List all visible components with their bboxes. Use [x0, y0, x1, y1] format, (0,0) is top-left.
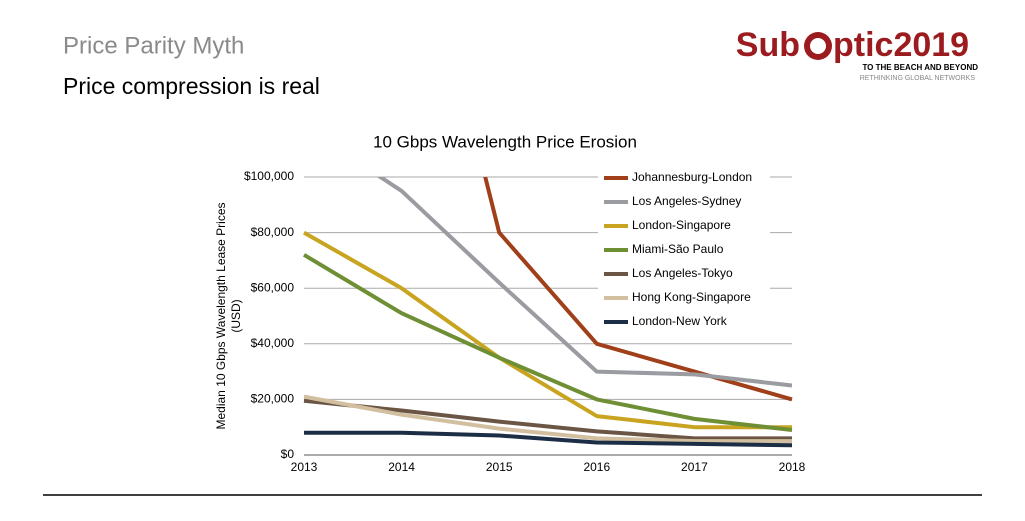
series-line [303, 230, 792, 430]
logo-left: Sub [736, 26, 800, 64]
y-axis-label: (USD) [229, 299, 243, 332]
chart-title: 10 Gbps Wavelength Price Erosion [373, 132, 637, 151]
series-line [303, 398, 792, 441]
x-tick-label: 2013 [291, 460, 318, 474]
series-line [304, 430, 793, 448]
x-tick-label: 2014 [388, 460, 415, 474]
y-axis-label: Median 10 Gbps Wavelength Lease Prices [214, 202, 228, 429]
series-line [302, 253, 793, 432]
logo-subtagline: RETHINKING GLOBAL NETWORKS [860, 75, 976, 82]
logo-globe-inner [810, 38, 826, 54]
logo-tagline: TO THE BEACH AND BEYOND [862, 63, 978, 72]
x-tick-label: 2015 [486, 460, 513, 474]
series-line [303, 394, 792, 444]
y-tick-label: $40,000 [251, 336, 295, 350]
legend-label: Los Angeles-Sydney [632, 194, 741, 208]
legend-label: Los Angeles-Tokyo [632, 266, 733, 280]
series-line [376, 177, 793, 388]
y-tick-label: $20,000 [251, 392, 295, 406]
plot [302, 177, 793, 448]
x-tick-label: 2017 [681, 460, 708, 474]
slide-subtitle: Price compression is real [63, 73, 320, 99]
legend-label: London-Singapore [632, 218, 731, 232]
y-tick-label: $100,000 [244, 169, 294, 183]
legend-label: London-New York [632, 314, 728, 328]
x-tick-label: 2016 [583, 460, 610, 474]
legend-label: Johannesburg-London [632, 170, 752, 184]
slide-title: Price Parity Myth [63, 32, 244, 59]
y-tick-label: $80,000 [251, 225, 295, 239]
logo-right: ptic2019 [833, 26, 969, 64]
series-line [483, 177, 793, 402]
legend-label: Hong Kong-Singapore [632, 290, 751, 304]
y-tick-label: $60,000 [251, 280, 295, 294]
x-tick-label: 2018 [779, 460, 806, 474]
legend-label: Miami-São Paulo [632, 242, 724, 256]
y-tick-label: $0 [281, 447, 295, 461]
